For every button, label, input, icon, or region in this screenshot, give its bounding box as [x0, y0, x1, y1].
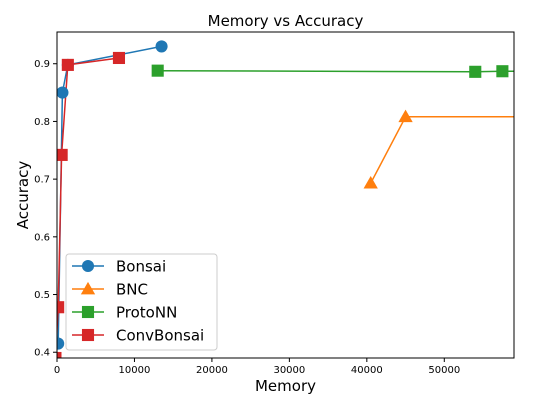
y-tick-label: 0.4	[34, 348, 50, 359]
data-point-protonn	[531, 65, 540, 77]
data-point-protonn	[469, 65, 482, 78]
legend-box	[65, 253, 218, 351]
legend-marker-protonn	[81, 305, 95, 319]
series-markers	[57, 40, 540, 358]
legend-marker-bonsai	[81, 259, 95, 273]
data-point-bnc	[530, 110, 540, 123]
x-tick-label: 50000	[428, 365, 460, 376]
legend: Bonsai BNC ProtoNN ConvBonsai	[65, 253, 218, 351]
y-axis: 0.4 0.5 0.6 0.7 0.8 0.9	[34, 59, 57, 359]
data-point-protonn	[496, 65, 509, 78]
x-tick-label: 20000	[196, 365, 228, 376]
data-point-convbonsai	[112, 51, 126, 65]
x-tick-label: 10000	[119, 365, 151, 376]
data-point-bnc	[363, 176, 378, 189]
data-point-bonsai	[155, 40, 168, 53]
series-line-protonn	[157, 69, 514, 73]
legend-label-bnc: BNC	[116, 281, 148, 299]
y-tick-label: 0.7	[34, 175, 50, 186]
chart-title: Memory vs Accuracy	[208, 12, 364, 30]
x-tick-label: 40000	[351, 365, 383, 376]
data-point-convbonsai	[57, 351, 62, 358]
legend-marker-bnc	[80, 281, 96, 295]
y-tick-label: 0.6	[34, 232, 50, 243]
data-point-bnc	[398, 109, 413, 123]
data-point-protonn	[151, 64, 164, 77]
y-tick-label: 0.8	[34, 117, 50, 128]
x-tick-label: 30000	[273, 365, 305, 376]
legend-label-bonsai: Bonsai	[116, 258, 166, 276]
legend-label-convbonsai: ConvBonsai	[116, 327, 204, 345]
x-axis: 0 10000 20000 30000 40000 50000	[54, 358, 460, 376]
x-axis-title: Memory	[255, 377, 316, 395]
y-axis-title: Accuracy	[14, 161, 32, 230]
data-point-bonsai	[57, 86, 69, 99]
x-tick-label: 0	[54, 365, 60, 376]
data-point-convbonsai	[61, 58, 74, 71]
series-line-bnc	[370, 116, 514, 184]
legend-marker-convbonsai	[81, 328, 95, 342]
y-tick-label: 0.9	[34, 59, 50, 70]
data-point-convbonsai	[57, 148, 68, 161]
data-point-convbonsai	[57, 301, 65, 314]
y-tick-label: 0.5	[34, 290, 50, 301]
plot-frame	[56, 31, 515, 359]
legend-label-protonn: ProtoNN	[116, 304, 177, 322]
data-point-bonsai	[57, 337, 65, 350]
